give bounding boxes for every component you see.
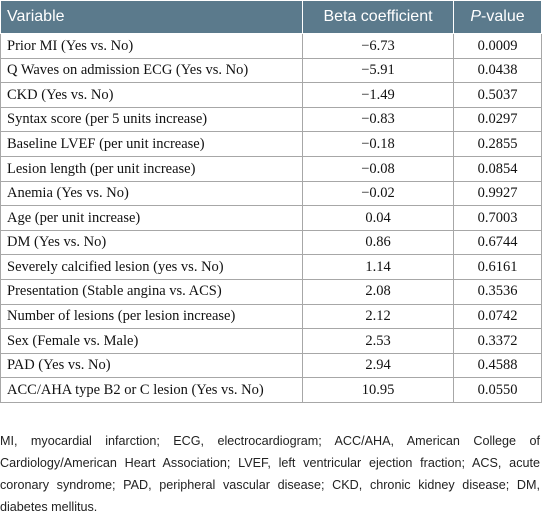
cell-p-value: 0.0742 [453,303,542,330]
cell-variable: Prior MI (Yes vs. No) [0,33,303,59]
header-p-rest: -value [481,8,525,25]
table-row: CKD (Yes vs. No) −1.49 0.5037 [0,82,542,108]
regression-table: Variable Beta coefficient P-value Prior … [0,0,542,403]
cell-p-value: 0.0009 [453,33,542,59]
cell-beta-coefficient: 10.95 [302,377,454,403]
regression-table-container: Variable Beta coefficient P-value Prior … [0,0,542,403]
cell-p-value: 0.7003 [453,205,542,231]
cell-beta-coefficient: −6.73 [302,33,454,59]
cell-p-value: 0.5037 [453,82,542,108]
table-row: DM (Yes vs. No) 0.86 0.6744 [0,229,542,256]
cell-p-value: 0.6744 [453,229,542,256]
table-row: Sex (Female vs. Male) 2.53 0.3372 [0,328,542,354]
cell-p-value: 0.0438 [453,57,542,84]
cell-p-value: 0.0297 [453,106,542,133]
cell-p-value: 0.4588 [453,352,542,379]
cell-variable: PAD (Yes vs. No) [0,352,303,379]
cell-p-value: 0.2855 [453,131,542,157]
header-variable: Variable [0,0,303,34]
cell-beta-coefficient: −0.83 [302,106,454,133]
cell-beta-coefficient: −0.08 [302,155,454,182]
cell-beta-coefficient: −1.49 [302,82,454,108]
table-row: Anemia (Yes vs. No) −0.02 0.9927 [0,180,542,207]
table-row: Number of lesions (per lesion increase) 2… [0,303,542,330]
table-row: Age (per unit increase) 0.04 0.7003 [0,205,542,231]
cell-beta-coefficient: −0.18 [302,131,454,157]
cell-p-value: 0.0854 [453,155,542,182]
header-p-value: P-value [453,0,542,34]
cell-variable: Q Waves on admission ECG (Yes vs. No) [0,57,303,84]
cell-beta-coefficient: 2.08 [302,278,454,305]
cell-variable: Lesion length (per unit increase) [0,155,303,182]
header-p-italic: P [470,8,482,25]
table-row: Q Waves on admission ECG (Yes vs. No) −5.… [0,57,542,84]
table-row: Syntax score (per 5 units increase) −0.83… [0,106,542,133]
table-row: Presentation (Stable angina vs. ACS) 2.08… [0,278,542,305]
cell-beta-coefficient: −0.02 [302,180,454,207]
table-header: Variable Beta coefficient P-value [0,0,542,34]
cell-p-value: 0.0550 [453,377,542,403]
table-row: Prior MI (Yes vs. No) −6.73 0.0009 [0,33,542,59]
cell-beta-coefficient: −5.91 [302,57,454,84]
cell-variable: ACC/AHA type B2 or C lesion (Yes vs. No) [0,377,303,403]
cell-variable: Age (per unit increase) [0,205,303,231]
table-footnote: MI, myocardial infarction; ECG, electroc… [0,434,540,514]
cell-p-value: 0.3372 [453,328,542,354]
cell-variable: Anemia (Yes vs. No) [0,180,303,207]
header-beta-coefficient: Beta coefficient [302,0,454,34]
cell-p-value: 0.3536 [453,278,542,305]
table-row: PAD (Yes vs. No) 2.94 0.4588 [0,352,542,379]
cell-variable: Number of lesions (per lesion increase) [0,303,303,330]
cell-variable: Severely calcified lesion (yes vs. No) [0,254,303,280]
cell-beta-coefficient: 2.94 [302,352,454,379]
table-row: Lesion length (per unit increase) −0.08 0.… [0,155,542,182]
cell-variable: Baseline LVEF (per unit increase) [0,131,303,157]
table-row: Baseline LVEF (per unit increase) −0.18 0.… [0,131,542,157]
header-row: Variable Beta coefficient P-value [0,0,542,34]
cell-beta-coefficient: 1.14 [302,254,454,280]
cell-beta-coefficient: 0.04 [302,205,454,231]
cell-p-value: 0.6161 [453,254,542,280]
cell-beta-coefficient: 0.86 [302,229,454,256]
cell-beta-coefficient: 2.12 [302,303,454,330]
cell-beta-coefficient: 2.53 [302,328,454,354]
cell-variable: Sex (Female vs. Male) [0,328,303,354]
cell-variable: CKD (Yes vs. No) [0,82,303,108]
cell-variable: Presentation (Stable angina vs. ACS) [0,278,303,305]
table-row: Severely calcified lesion (yes vs. No) 1.… [0,254,542,280]
table-row: ACC/AHA type B2 or C lesion (Yes vs. No)… [0,377,542,403]
cell-variable: Syntax score (per 5 units increase) [0,106,303,133]
cell-p-value: 0.9927 [453,180,542,207]
table-body: Prior MI (Yes vs. No) −6.73 0.0009 Q Waves … [0,33,542,403]
cell-variable: DM (Yes vs. No) [0,229,303,256]
